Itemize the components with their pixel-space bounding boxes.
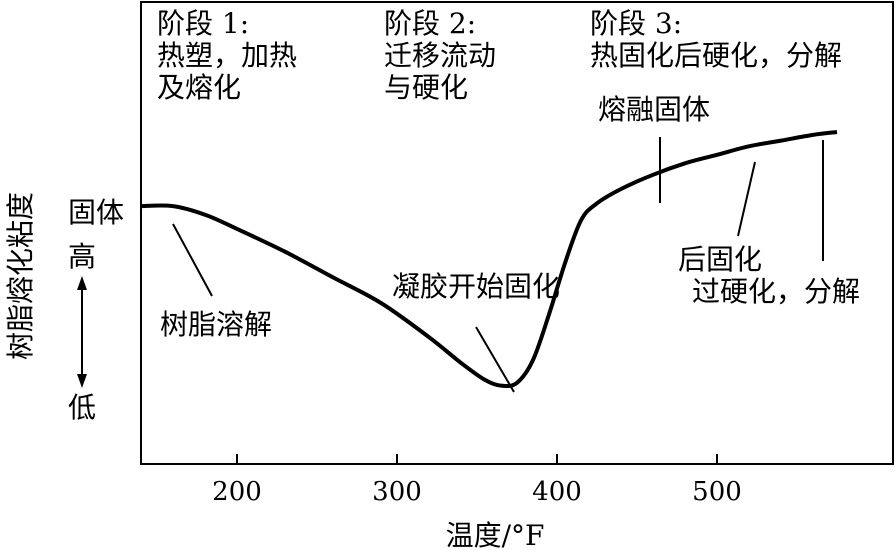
x-axis-label: 温度/°F: [446, 519, 545, 550]
annotation-stage-3: 阶段 3:热固化后硬化，分解: [590, 7, 842, 72]
annotation-stage-1-line: 热塑，加热: [157, 39, 297, 72]
annotation-stage-2-line: 迁移流动: [384, 39, 496, 72]
annotation-stage-2-line: 与硬化: [384, 71, 468, 104]
annotation-stage-3-line: 阶段 3:: [590, 7, 682, 40]
x-tick-label: 300: [372, 477, 422, 507]
annotation-leaders: [172, 137, 824, 393]
plot-frame: [140, 1, 894, 465]
annotation-stage-1-line: 及熔化: [157, 71, 241, 104]
annotation-gel-cure: 凝胶开始固化: [392, 270, 560, 303]
y-axis-label: 树脂熔化粘度: [4, 192, 37, 360]
annotation-post-cure: 后固化过硬化，分解: [678, 243, 860, 308]
annotation-molten-solid-line: 熔融固体: [598, 93, 710, 126]
x-tick-label: 500: [692, 477, 742, 507]
annotation-stage-3-line: 热固化后硬化，分解: [590, 39, 842, 72]
annotation-stage-1-line: 阶段 1:: [157, 7, 249, 40]
y-level-label-high: 高: [68, 240, 96, 273]
annotation-stage-1: 阶段 1:热塑，加热及熔化: [157, 7, 297, 104]
annotation-stage-2: 阶段 2:迁移流动与硬化: [384, 7, 496, 104]
y-level-label-low: 低: [68, 391, 96, 424]
y-level-label-solid: 固体: [68, 196, 124, 229]
viscosity-curve-line: [140, 130, 838, 389]
x-tick-label: 400: [532, 477, 582, 507]
y-axis-level-labels: 固体 高 低: [68, 196, 124, 424]
leader-post-cure: [737, 161, 756, 237]
leader-resin-dissolve: [172, 223, 213, 297]
annotation-gel-cure-line: 凝胶开始固化: [392, 270, 560, 303]
viscosity-arrow-icon: [77, 276, 87, 388]
annotation-resin-dissolve: 树脂溶解: [160, 308, 272, 341]
annotation-post-cure-line: 后固化: [678, 243, 762, 276]
leader-gel-cure: [475, 326, 515, 393]
x-axis-ticks: 200 300 400 500: [212, 454, 742, 507]
annotation-molten-solid: 熔融固体: [598, 93, 710, 126]
annotation-resin-dissolve-line: 树脂溶解: [160, 308, 272, 341]
annotation-stage-2-line: 阶段 2:: [384, 7, 476, 40]
x-tick-label: 200: [212, 477, 262, 507]
annotation-post-cure-line: 过硬化，分解: [692, 275, 860, 308]
